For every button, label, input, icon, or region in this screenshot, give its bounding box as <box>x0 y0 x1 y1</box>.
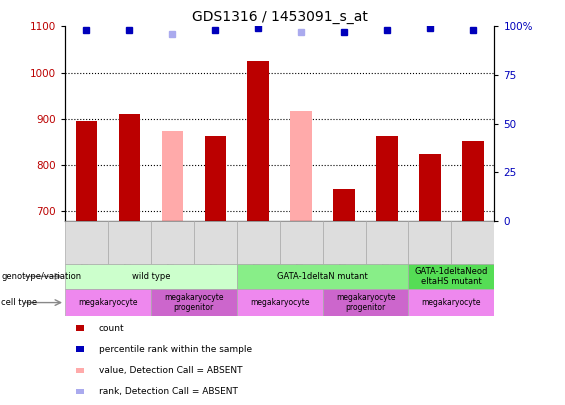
Text: megakaryocyte: megakaryocyte <box>250 298 310 307</box>
Text: cell type: cell type <box>1 298 37 307</box>
Bar <box>65 264 237 289</box>
Text: wild type: wild type <box>132 272 170 281</box>
Bar <box>323 289 408 316</box>
Bar <box>333 189 355 221</box>
Bar <box>205 136 226 221</box>
Bar <box>408 289 494 316</box>
Bar <box>419 153 441 221</box>
Bar <box>108 221 151 264</box>
Bar <box>119 114 140 221</box>
Text: rank, Detection Call = ABSENT: rank, Detection Call = ABSENT <box>99 387 238 396</box>
Bar <box>280 221 323 264</box>
Bar <box>290 111 312 221</box>
Text: GATA-1deltaNeod
eltaHS mutant: GATA-1deltaNeod eltaHS mutant <box>415 267 488 286</box>
Text: count: count <box>99 324 124 333</box>
Text: percentile rank within the sample: percentile rank within the sample <box>99 345 252 354</box>
Text: megakaryocyte
progenitor: megakaryocyte progenitor <box>164 293 224 312</box>
Bar <box>408 221 451 264</box>
Text: value, Detection Call = ABSENT: value, Detection Call = ABSENT <box>99 366 242 375</box>
Bar <box>151 221 194 264</box>
Text: megakaryocyte: megakaryocyte <box>78 298 138 307</box>
Bar <box>65 289 151 316</box>
Bar <box>247 61 269 221</box>
Bar <box>65 221 108 264</box>
Title: GDS1316 / 1453091_s_at: GDS1316 / 1453091_s_at <box>192 10 368 24</box>
Bar <box>237 289 323 316</box>
Bar <box>462 141 484 221</box>
Bar <box>237 221 280 264</box>
Bar <box>237 264 408 289</box>
Bar <box>76 121 97 221</box>
Text: GATA-1deltaN mutant: GATA-1deltaN mutant <box>277 272 368 281</box>
Text: genotype/variation: genotype/variation <box>1 272 81 281</box>
Bar <box>194 221 237 264</box>
Bar <box>408 264 494 289</box>
Bar <box>451 221 494 264</box>
Text: megakaryocyte: megakaryocyte <box>421 298 481 307</box>
Text: megakaryocyte
progenitor: megakaryocyte progenitor <box>336 293 395 312</box>
Bar <box>376 136 398 221</box>
Bar <box>323 221 366 264</box>
Bar <box>151 289 237 316</box>
Bar <box>162 131 183 221</box>
Bar <box>366 221 408 264</box>
